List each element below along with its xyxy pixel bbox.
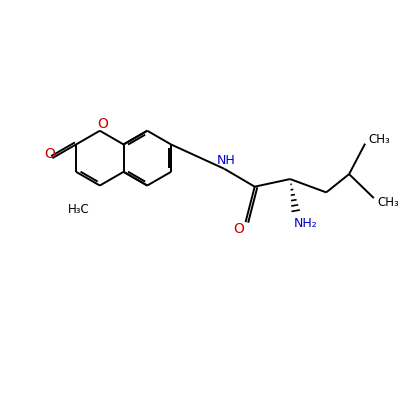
Text: NH: NH: [217, 154, 236, 167]
Text: O: O: [98, 117, 108, 131]
Text: CH₃: CH₃: [369, 133, 390, 146]
Text: H₃C: H₃C: [68, 203, 90, 216]
Text: O: O: [233, 222, 244, 236]
Text: CH₃: CH₃: [378, 196, 399, 209]
Text: O: O: [44, 146, 55, 160]
Text: NH₂: NH₂: [294, 217, 318, 230]
